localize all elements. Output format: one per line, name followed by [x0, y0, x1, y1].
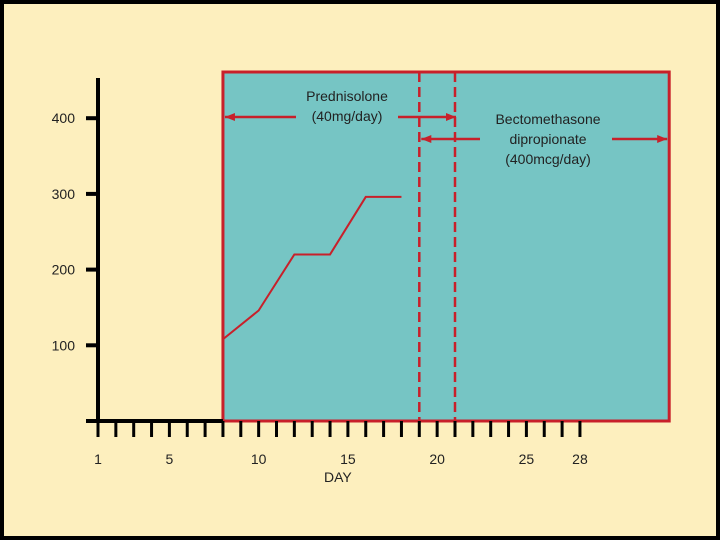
pred-label-line-2: (40mg/day): [312, 108, 383, 124]
treatment-region: [221, 70, 671, 423]
x-tick-label-28: 28: [572, 451, 588, 467]
x-axis-title: DAY: [324, 469, 352, 485]
y-tick-label-100: 100: [52, 337, 76, 353]
x-tick-label-20: 20: [429, 451, 445, 467]
beclo-arrow-right-head: [657, 135, 668, 143]
x-tick-label-10: 10: [251, 451, 267, 467]
beclo-label-line-2: dipropionate: [509, 131, 586, 147]
series-line: [222, 195, 402, 341]
beclo-arrow-left-head: [421, 135, 432, 143]
y-tick-label-200: 200: [52, 262, 76, 278]
x-tick-label-15: 15: [340, 451, 356, 467]
x-tick-label-5: 5: [166, 451, 174, 467]
x-tick-label-1: 1: [94, 451, 102, 467]
pred-arrow-right-head: [446, 113, 456, 121]
y-tick-label-400: 400: [52, 110, 76, 126]
y-tick-label-300: 300: [52, 186, 76, 202]
x-tick-label-25: 25: [519, 451, 535, 467]
pred-arrow-left-head: [224, 113, 235, 121]
beclo-label-line-3: (400mcg/day): [505, 151, 591, 167]
pred-label-line-1: Prednisolone: [306, 88, 388, 104]
beclo-label-line-1: Bectomethasone: [495, 111, 600, 127]
